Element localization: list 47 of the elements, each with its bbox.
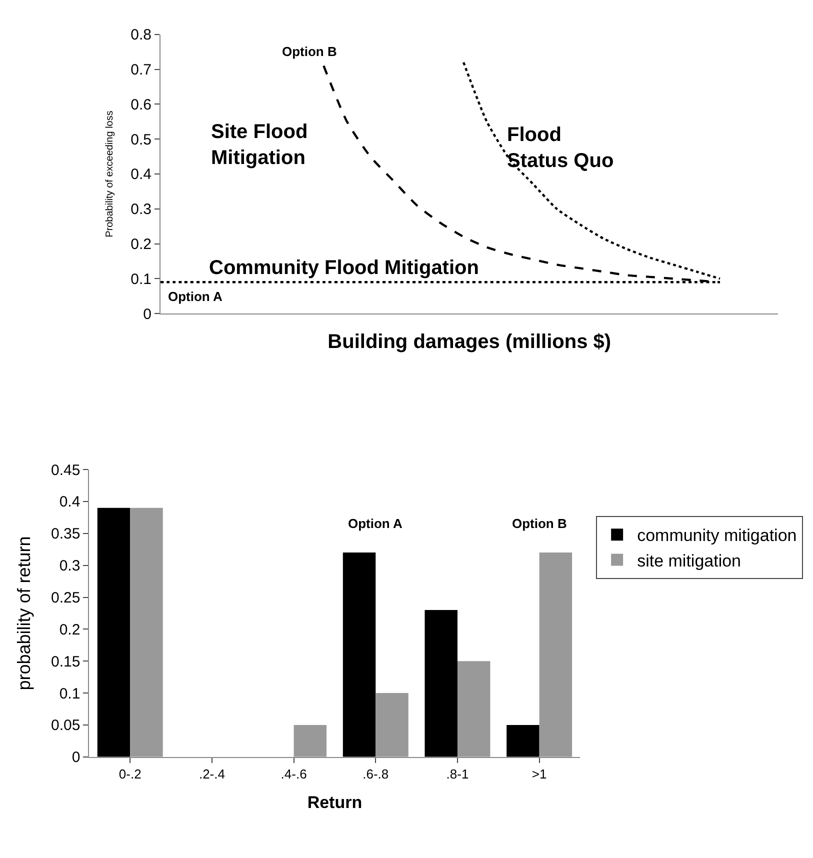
x-tick-label: >1 (532, 766, 547, 782)
y-tick-label: 0.05 (50, 717, 80, 734)
bar (294, 724, 327, 757)
x-tick-label: .6-.8 (362, 766, 389, 782)
series-label: Community Flood Mitigation (209, 257, 479, 279)
y-tick-label: 0.3 (59, 558, 80, 575)
y-tick-label: 0.4 (130, 166, 152, 184)
series-label: Site Flood Mitigation (211, 121, 308, 169)
y-tick-label: 0 (72, 749, 80, 766)
y-tick-label: 0.1 (130, 270, 152, 288)
y-tick-label: 0.6 (130, 96, 152, 114)
x-tick-label: 0-.2 (118, 766, 142, 782)
y-tick-label: 0.8 (130, 26, 152, 44)
bar (97, 508, 130, 757)
y-tick-label: 0.15 (50, 653, 80, 670)
y-tick-label: 0.35 (50, 526, 80, 543)
series-label: Flood Status Quo (507, 124, 614, 172)
y-tick-label: 0.5 (130, 131, 152, 148)
bar (342, 552, 376, 757)
y-tick-label: 0.45 (50, 462, 80, 479)
legend-label: site mitigation (637, 551, 742, 570)
x-axis-title: Return (307, 792, 362, 812)
annotation: Option B (282, 44, 337, 59)
y-tick-label: 0.2 (59, 621, 80, 638)
y-tick-label: 0.25 (50, 590, 80, 607)
y-tick-label: 0.1 (59, 685, 80, 702)
y-tick-label: 0.7 (130, 62, 152, 79)
bar (506, 724, 540, 757)
annotation: Option A (348, 516, 404, 531)
annotation: Option B (512, 516, 567, 531)
y-tick-label: 0.3 (130, 201, 152, 218)
y-tick-label: 0 (143, 306, 152, 323)
x-axis-title: Building damages (millions $) (328, 331, 612, 354)
annotation: Option A (168, 289, 224, 304)
bar (424, 610, 458, 757)
x-tick-label: .2-.4 (198, 766, 225, 782)
x-tick-label: .4-.6 (280, 766, 307, 782)
bar (457, 661, 490, 757)
bar (539, 552, 572, 757)
bar (376, 693, 408, 757)
y-tick-label: 0.2 (130, 236, 152, 254)
bar (130, 508, 163, 757)
y-axis-title: Probability of exceeding loss (104, 110, 116, 238)
x-tick-label: .8-1 (446, 766, 469, 782)
y-axis-title: probability of return (14, 536, 34, 690)
y-tick-label: 0.4 (59, 494, 80, 511)
legend-label: community mitigation (637, 526, 797, 546)
